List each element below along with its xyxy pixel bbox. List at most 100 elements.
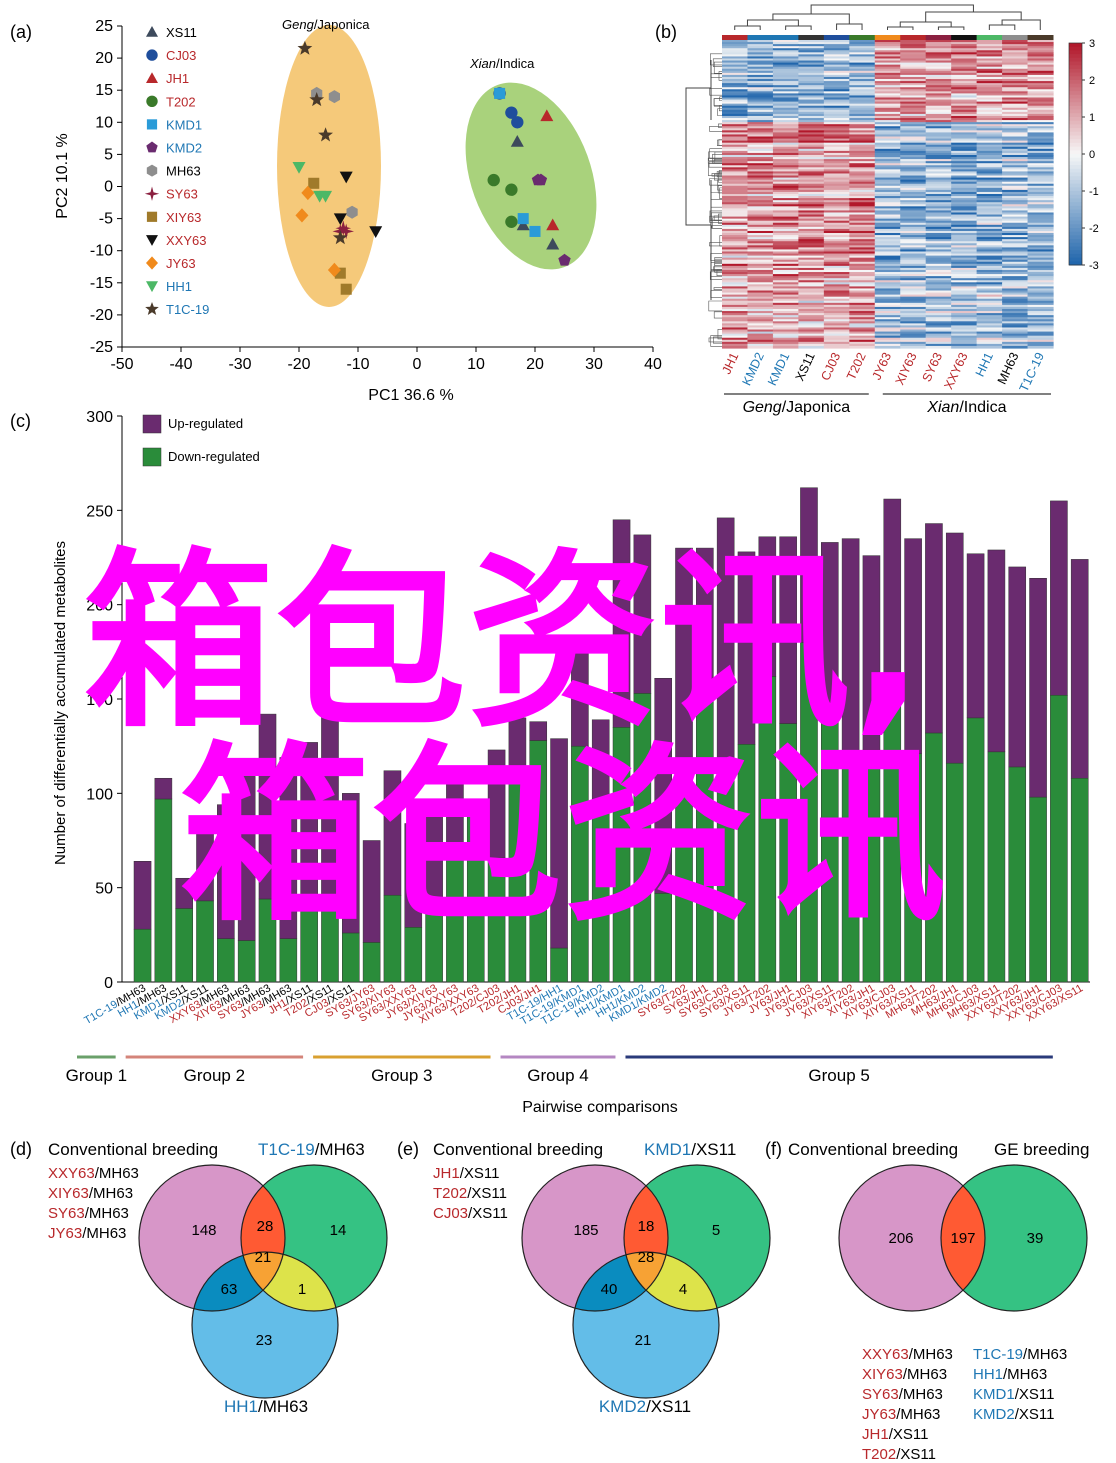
venn-f-left-circle [839, 1165, 985, 1311]
pca-point-jy63 [301, 185, 315, 201]
legend-label-kmd2: KMD2 [166, 141, 202, 156]
pca-x-tick-label: 30 [585, 356, 603, 373]
pca-point-jh1 [540, 109, 554, 122]
pca-y-tick-label: -25 [90, 339, 113, 356]
legend-marker-mh63 [146, 164, 158, 177]
bar-up-regulated [591, 719, 610, 802]
bar-down-regulated [466, 808, 485, 983]
colorbar-tick-label: -2 [1089, 223, 1099, 235]
pca-y-tick-label: 10 [95, 114, 113, 131]
dendrogram-branch [746, 19, 799, 26]
comparison-label: KMD2/XS11 [973, 1406, 1054, 1423]
colorbar-tick-label: 1 [1089, 112, 1095, 124]
pca-point-xiy63 [308, 177, 320, 189]
venn-d-bottom-only-value: 23 [256, 1332, 273, 1349]
venn-e-title-right: KMD1/XS11 [644, 1140, 736, 1159]
pca-y-tick-label: 20 [95, 50, 113, 67]
bar-down-regulated [279, 938, 298, 983]
bar-up-regulated [300, 742, 318, 904]
bar-down-regulated [217, 938, 235, 983]
legend-label-t202: T202 [166, 94, 196, 109]
bar-down-regulated [362, 942, 381, 983]
bar-down-regulated [966, 717, 985, 983]
heatmap-cells [722, 40, 1054, 349]
heatmap-group-label: Xian/Indica [926, 399, 1006, 416]
bar-down-regulated [904, 753, 922, 983]
bar-down-regulated [404, 927, 423, 983]
venn-d-left-only-value: 148 [191, 1222, 216, 1239]
legend-label-t1c-19: T1C-19 [166, 302, 209, 317]
legend-label-cj03: CJ03 [166, 48, 196, 63]
sample-color-bar-cell [798, 35, 825, 40]
legend-label-mh63: MH63 [166, 164, 201, 179]
bar-down-regulated [383, 894, 402, 983]
venn-e-bottom-only-value: 21 [635, 1332, 652, 1349]
bar-up-regulated [154, 777, 173, 800]
pca-x-tick-label: 20 [526, 356, 544, 373]
bar-down-regulated [716, 759, 735, 983]
comparison-label: JY63/MH63 [48, 1225, 126, 1242]
pca-point-xs11 [516, 218, 530, 231]
pca-point-t1c-19 [332, 230, 348, 245]
pca-point-hh1 [292, 162, 306, 174]
bar-down-regulated [862, 749, 881, 983]
panel-label-f: (f) [765, 1139, 782, 1159]
bar-legend-swatch [142, 447, 162, 467]
bar-down-regulated [696, 677, 714, 983]
comparison-label: CJ03/XS11 [433, 1205, 508, 1222]
bar-down-regulated [612, 727, 631, 983]
bar-up-regulated [612, 519, 631, 728]
legend-marker-xiy63 [146, 211, 158, 222]
indica-annotation: Xian/Indica [469, 56, 535, 71]
legend-marker-sy63 [144, 186, 160, 201]
bar-up-regulated [258, 713, 277, 900]
legend-marker-t1c-19 [145, 302, 159, 315]
bar-y-tick-label: 0 [104, 975, 113, 992]
pca-point-xxy63 [369, 226, 383, 238]
bar-down-regulated [154, 798, 173, 983]
colorbar-tick-label: 0 [1089, 149, 1095, 161]
pca-point-kmd2 [558, 253, 571, 266]
colorbar-tick-label: -3 [1089, 260, 1099, 272]
pca-x-tick-label: -40 [169, 356, 192, 373]
bar-y-tick-label: 200 [86, 598, 113, 615]
venn-d-right-bottom-region [241, 1252, 338, 1311]
pca-scatter-plot: Geng/Japonica Xian/Indica -25 -20 -15 -10 -5… [54, 17, 662, 404]
pca-point-jy63 [295, 208, 309, 223]
bar-down-regulated [237, 940, 256, 983]
bar-up-regulated [487, 749, 506, 858]
bar-up-regulated [800, 487, 818, 643]
venn-e-right-only-value: 5 [712, 1222, 720, 1239]
bar-up-regulated [654, 677, 672, 894]
pca-y-axis-label: PC2 10.1 % [54, 133, 71, 218]
venn-diagram-e: Conventional breeding KMD1/XS11 JH1/XS11… [433, 1140, 771, 1416]
pca-y-tick-label: -15 [90, 275, 113, 292]
bar-down-regulated [779, 723, 797, 983]
venn-f-right-only-value: 39 [1027, 1230, 1044, 1247]
indica-cluster-ellipse [465, 82, 597, 270]
bar-y-tick-label: 300 [86, 409, 113, 426]
bar-up-regulated [904, 538, 922, 754]
group-label: Group 2 [184, 1066, 245, 1085]
bar-up-regulated [862, 555, 881, 751]
pca-point-xiy63 [340, 283, 352, 295]
bar-up-regulated [987, 549, 1006, 753]
panel-label-d: (d) [10, 1139, 32, 1159]
group-label: Group 4 [527, 1066, 588, 1085]
panel-label-e: (e) [397, 1139, 419, 1159]
bar-up-regulated [883, 498, 902, 677]
bar-down-regulated [654, 893, 672, 983]
pca-point-kmd1 [529, 225, 541, 237]
bar-legend-label: Down-regulated [168, 449, 260, 464]
comparison-label: SY63/MH63 [862, 1386, 943, 1403]
bar-down-regulated [508, 772, 527, 983]
dendrogram-branch [685, 87, 711, 226]
heatmap-column-label: JY63 [869, 350, 894, 382]
venn-d-title-right: T1C-19/MH63 [258, 1140, 365, 1159]
bar-y-axis-label: Number of differentially accumulated met… [52, 541, 69, 865]
venn-e-left-only-value: 185 [573, 1222, 598, 1239]
sample-color-bar-cell [823, 35, 850, 40]
heatmap-column-label: XS11 [793, 350, 818, 383]
